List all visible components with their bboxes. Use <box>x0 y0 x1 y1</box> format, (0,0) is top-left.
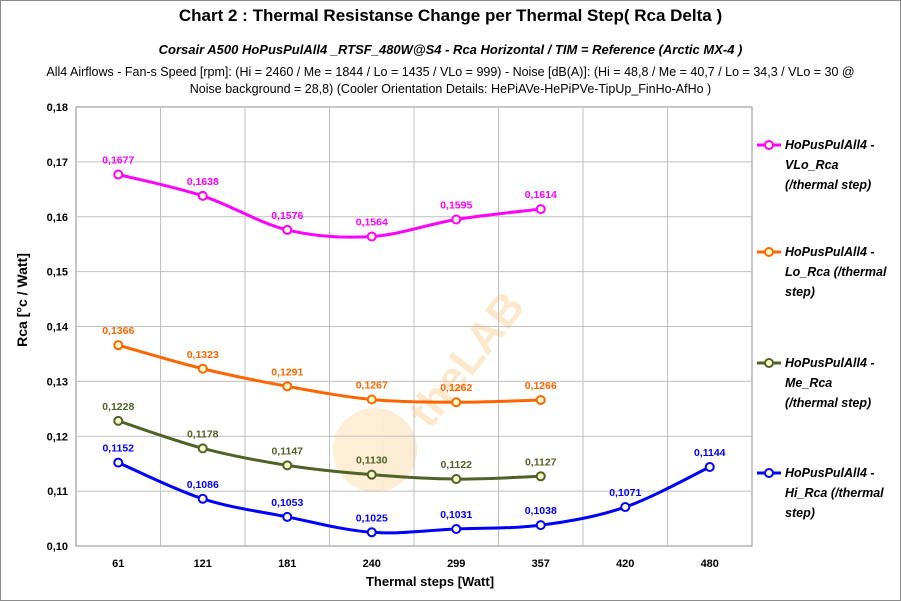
chart-title: Chart 2 : Thermal Resistanse Change per … <box>178 6 723 25</box>
data-point <box>366 527 377 538</box>
data-point <box>535 471 546 482</box>
data-point <box>451 474 462 485</box>
data-label: 0,1127 <box>525 456 557 468</box>
data-point <box>197 363 208 374</box>
data-point <box>704 461 715 472</box>
data-point <box>535 395 546 406</box>
data-point <box>197 443 208 454</box>
data-label: 0,1147 <box>271 445 303 457</box>
data-label: 0,1025 <box>356 512 388 524</box>
series-line-3 <box>117 461 711 535</box>
y-tick-label: 0,17 <box>47 157 68 169</box>
data-label: 0,1564 <box>356 217 388 229</box>
data-label: 0,1366 <box>102 325 134 337</box>
legend-label: HoPusPulAll4 - VLo_Rca (/thermal step) <box>785 138 875 192</box>
data-point <box>282 224 293 235</box>
data-label: 0,1576 <box>271 210 303 222</box>
series-line-2 <box>117 419 541 481</box>
data-point <box>197 493 208 504</box>
data-label: 0,1144 <box>694 447 726 459</box>
legend-marker <box>764 247 774 257</box>
data-label: 0,1086 <box>187 479 219 491</box>
data-label: 0,1038 <box>525 505 557 517</box>
y-tick-label: 0,14 <box>47 322 69 334</box>
legend-label: HoPusPulAll4 - Lo_Rca (/thermal step) <box>785 245 887 299</box>
data-label: 0,1152 <box>102 443 134 455</box>
y-tick-label: 0,11 <box>47 486 68 498</box>
data-label: 0,1130 <box>356 455 388 467</box>
data-label: 0,1228 <box>102 401 134 413</box>
x-tick-label: 357 <box>532 558 550 570</box>
data-label: 0,1053 <box>271 497 303 509</box>
y-tick-label: 0,12 <box>47 431 68 443</box>
data-label: 0,1614 <box>525 189 557 201</box>
y-axis-title: Rca [°c / Watt] <box>14 253 30 347</box>
data-point <box>197 190 208 201</box>
legend-marker <box>764 468 774 478</box>
legend-marker <box>764 358 774 368</box>
data-point <box>451 397 462 408</box>
chart-description-line-1: All4 Airflows - Fan-s Speed [rpm]: (Hi =… <box>46 65 855 79</box>
data-label: 0,1266 <box>525 380 557 392</box>
data-point <box>113 340 124 351</box>
y-tick-label: 0,10 <box>47 541 68 553</box>
data-point <box>113 169 124 180</box>
data-label: 0,1267 <box>356 379 388 391</box>
data-point <box>282 381 293 392</box>
x-tick-label: 121 <box>194 558 212 570</box>
data-label: 0,1595 <box>440 199 472 211</box>
legend-label: HoPusPulAll4 - Me_Rca (/thermal step) <box>785 356 875 410</box>
data-point <box>366 394 377 405</box>
x-tick-label: 61 <box>112 558 124 570</box>
data-point <box>282 511 293 522</box>
data-point <box>113 457 124 468</box>
chart-subtitle: Corsair A500 HoPusPulAll4 _RTSF_480W@S4 … <box>158 42 743 57</box>
data-point <box>366 469 377 480</box>
x-axis-title: Thermal steps [Watt] <box>366 574 494 589</box>
data-label: 0,1178 <box>187 428 219 440</box>
y-tick-label: 0,18 <box>47 102 68 114</box>
x-tick-label: 480 <box>701 558 719 570</box>
data-point <box>113 415 124 426</box>
data-point <box>366 231 377 242</box>
data-point <box>282 460 293 471</box>
data-point <box>451 214 462 225</box>
data-label: 0,1031 <box>440 509 472 521</box>
data-point <box>620 502 631 513</box>
x-tick-label: 181 <box>278 558 296 570</box>
y-tick-label: 0,16 <box>47 212 68 224</box>
data-label: 0,1262 <box>440 382 472 394</box>
series-line-0 <box>117 173 541 239</box>
data-label: 0,1323 <box>187 349 219 361</box>
y-tick-label: 0,13 <box>47 376 68 388</box>
chart-description-line-2: Noise background = 28,8) (Cooler Orienta… <box>189 82 712 96</box>
y-tick-label: 0,15 <box>47 267 68 279</box>
data-point <box>535 520 546 531</box>
x-tick-label: 240 <box>363 558 381 570</box>
svg-text:theLAB: theLAB <box>399 283 534 436</box>
data-label: 0,1291 <box>271 366 303 378</box>
data-label: 0,1071 <box>609 487 641 499</box>
data-label: 0,1122 <box>440 459 472 471</box>
data-point <box>535 204 546 215</box>
legend-label: HoPusPulAll4 - Hi_Rca (/thermal step) <box>785 466 884 520</box>
data-point <box>451 523 462 534</box>
series-line-1 <box>117 343 541 404</box>
x-tick-label: 420 <box>616 558 634 570</box>
data-label: 0,1638 <box>187 176 219 188</box>
data-label: 0,1677 <box>102 154 134 166</box>
x-tick-label: 299 <box>447 558 465 570</box>
legend-marker <box>764 140 774 150</box>
